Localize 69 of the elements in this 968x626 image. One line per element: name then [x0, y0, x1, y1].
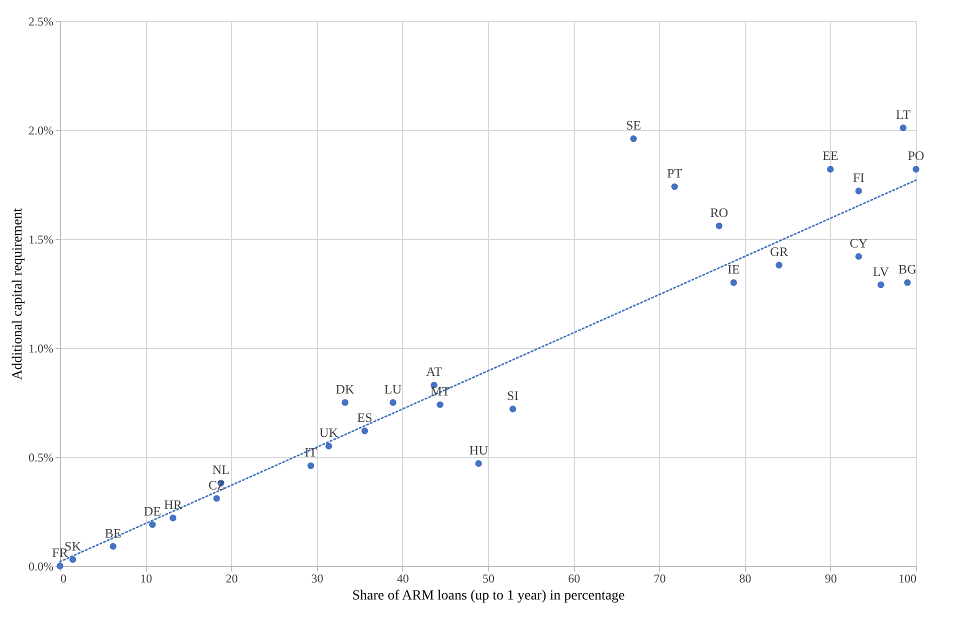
point	[170, 514, 176, 522]
annotation: BG	[898, 262, 916, 277]
point	[912, 166, 920, 173]
annotation: SE	[626, 118, 642, 133]
annotation: PO	[908, 148, 924, 164]
x-tick-label: 100	[898, 572, 916, 586]
annotation: CZ	[208, 477, 226, 492]
x-tick-label: 50	[482, 572, 494, 586]
point	[69, 556, 76, 563]
point	[213, 495, 220, 502]
annotation: LV	[872, 264, 890, 279]
y-tick-label: 0.5%	[28, 450, 54, 464]
point	[475, 460, 482, 467]
annotation: GR	[770, 244, 788, 260]
annotation: EE	[822, 148, 838, 164]
point	[776, 262, 782, 269]
x-tick-label: 0	[60, 572, 66, 586]
annotation: AT	[426, 364, 442, 380]
annotation: NL	[212, 462, 230, 478]
point	[149, 521, 156, 528]
annotation: LT	[896, 106, 911, 122]
point	[361, 427, 368, 434]
annotation: RO	[710, 204, 728, 220]
x-tick-label: 20	[226, 572, 238, 586]
annotation: SI	[507, 388, 519, 404]
annotation: UK	[319, 425, 339, 440]
y-axis-title: Additional capital requirement	[10, 208, 26, 380]
annotation: HU	[469, 442, 489, 458]
y-tick-label: 2.0%	[28, 124, 54, 138]
point	[630, 135, 637, 142]
point	[671, 183, 678, 190]
annotation: FI	[852, 170, 864, 186]
annotation: DE	[144, 504, 162, 519]
point	[855, 188, 862, 194]
point	[509, 406, 516, 412]
point	[342, 399, 348, 406]
x-tick-label: 90	[824, 572, 837, 586]
y-tick-label: 1.0%	[28, 342, 54, 356]
y-tick-label: 2.5%	[28, 14, 54, 28]
annotation: CY	[850, 235, 868, 250]
point	[827, 166, 834, 173]
point	[325, 442, 332, 450]
point	[904, 279, 911, 286]
annotation: DK	[336, 382, 356, 396]
annotation: IE	[728, 262, 740, 277]
annotation: BE	[104, 525, 122, 540]
point	[390, 399, 396, 406]
annotation: HR	[164, 497, 182, 512]
point	[716, 222, 722, 230]
point	[436, 401, 444, 408]
point	[878, 281, 884, 288]
x-tick-label: 60	[568, 572, 580, 586]
y-tick-label: 1.5%	[28, 232, 54, 246]
point	[855, 253, 862, 260]
annotation: PT	[667, 166, 682, 181]
y-tick-label: 0.0%	[28, 560, 54, 574]
x-axis-title: Share of ARM loans (up to 1 year) in percentage	[352, 588, 625, 604]
annotation: ES	[357, 410, 372, 425]
x-tick-label: 10	[140, 572, 152, 586]
x-tick-label: 30	[311, 572, 324, 586]
point	[730, 279, 738, 286]
point	[900, 124, 907, 132]
annotation: IT	[304, 444, 317, 460]
x-tick-label: 80	[739, 572, 752, 586]
x-tick-label: 40	[396, 572, 409, 586]
point	[110, 543, 116, 550]
x-tick-label: 70	[654, 572, 666, 586]
point	[307, 462, 314, 470]
annotation: LU	[384, 382, 402, 396]
